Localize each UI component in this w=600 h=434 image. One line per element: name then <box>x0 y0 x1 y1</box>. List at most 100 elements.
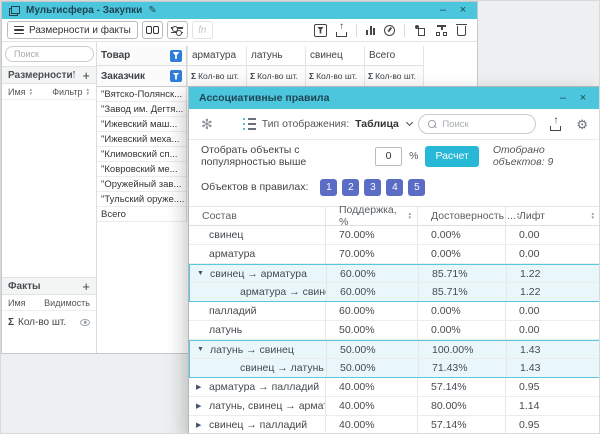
rule-composition: свинец → латунь <box>240 362 324 374</box>
pivot-col-dimension-cell[interactable]: Товар <box>97 46 187 66</box>
rule-lift: 0.00 <box>505 226 599 244</box>
dialog-search-input[interactable] <box>442 118 523 130</box>
toolbar-right-icons <box>314 23 472 37</box>
pivot-measure-cell[interactable]: Σ Кол-во шт. <box>364 66 423 87</box>
main-close-button[interactable]: × <box>459 4 467 16</box>
col-header-support[interactable]: Поддержка, % ▲ ▼ <box>325 204 417 228</box>
gear-icon[interactable]: ⚙ <box>576 116 588 132</box>
rule-row[interactable]: свинец 70.00% 0.00% 0.00 <box>189 226 599 245</box>
sort-icon[interactable]: ▲ ▼ <box>28 86 34 96</box>
process-swirl-icon[interactable]: ✻ <box>201 115 213 132</box>
expand-arrow-icon[interactable]: ▼ <box>197 270 204 277</box>
settings-sliders-button[interactable] <box>166 21 188 39</box>
pivot-column-header[interactable]: латунь <box>246 46 305 66</box>
pivot-row-header[interactable]: "Ижевский меха... <box>97 132 186 147</box>
selected-objects-info: Отобрано объектов: 9 <box>492 144 554 168</box>
rule-row[interactable]: свинец → латунь 50.00% 71.43% 1.43 <box>189 359 599 378</box>
rule-row[interactable]: палладий 60.00% 0.00% 0.00 <box>189 302 599 321</box>
sidebar: Размерности + Имя ▲▼ Фильтр ▲▼ Факты + <box>2 42 97 353</box>
rule-row[interactable]: латунь 50.00% 0.00% 0.00 <box>189 321 599 340</box>
sort-icon[interactable]: ▲ ▼ <box>590 211 595 220</box>
export-icon[interactable] <box>336 24 347 37</box>
edit-title-icon[interactable]: ✎ <box>148 5 157 16</box>
pivot-column-header[interactable]: арматура <box>187 46 246 66</box>
rule-composition: свинец → арматура <box>210 267 307 280</box>
fact-item[interactable]: Σ Кол-во шт. <box>2 311 96 333</box>
pivot-row-header[interactable]: "Вятско-Полянск... <box>97 87 186 102</box>
expand-arrow-icon[interactable]: ▶ <box>196 403 202 410</box>
object-count-button[interactable]: 2 <box>342 178 360 196</box>
filter-icon[interactable] <box>314 23 327 37</box>
facts-visibility-col: Видимость <box>44 297 90 308</box>
object-count-button[interactable]: 4 <box>386 178 404 196</box>
rule-row[interactable]: арматура 70.00% 0.00% 0.00 <box>189 245 599 264</box>
rule-row[interactable]: ▶ свинец → палладий 40.00% 57.14% 0.95 <box>189 416 599 433</box>
pivot-measure-cell[interactable]: Σ Кол-во шт. <box>187 66 246 87</box>
add-fact-button[interactable]: + <box>82 278 90 294</box>
object-count-button[interactable]: 5 <box>408 178 426 196</box>
rules-table: Состав Поддержка, % ▲ ▼ Достоверность,...… <box>189 204 599 433</box>
add-dimension-button[interactable]: + <box>82 67 90 83</box>
display-type-dropdown[interactable]: Тип отображения: Таблица <box>243 118 413 131</box>
pivot-row-header[interactable]: "Ковровский ме... <box>97 162 186 177</box>
col-dimension-filter-icon[interactable] <box>170 49 182 62</box>
expand-arrow-icon[interactable]: ▼ <box>197 346 204 353</box>
rule-support: 60.00% <box>326 265 418 282</box>
pivot-row-header[interactable]: "Тульский оруже.... <box>97 192 186 207</box>
bucket-icon[interactable] <box>456 23 467 36</box>
col-header-lift[interactable]: Лифт ▲ ▼ <box>505 207 599 225</box>
pivot-measure-cell[interactable]: Σ Кол-во шт. <box>246 66 305 87</box>
dimensions-facts-button[interactable]: Размерности и факты <box>7 21 138 39</box>
object-count-button[interactable]: 3 <box>364 178 382 196</box>
main-minimize-button[interactable]: – <box>439 4 447 16</box>
expand-arrow-icon[interactable]: ▶ <box>196 422 202 429</box>
sigma-icon: Σ <box>191 71 197 81</box>
pivot-corner: Товар Заказчик <box>97 46 187 87</box>
col-header-confidence[interactable]: Достоверность,... ▲ ▼ <box>417 207 520 225</box>
object-count-button[interactable]: 1 <box>320 178 338 196</box>
pivot-row-dimension-cell[interactable]: Заказчик <box>97 66 187 87</box>
search-binoculars-button[interactable] <box>141 21 163 39</box>
rule-composition-cell: ▼ свинец → арматура <box>190 265 326 282</box>
gauge-icon[interactable] <box>384 24 395 36</box>
chevron-down-icon <box>405 118 413 127</box>
popularity-threshold-input[interactable] <box>375 146 403 166</box>
export-icon[interactable] <box>550 118 562 131</box>
rule-lift: 1.14 <box>505 397 599 415</box>
calculate-button[interactable]: Расчет <box>425 145 479 167</box>
rule-row[interactable]: ▶ арматура → палладий 40.00% 57.14% 0.95 <box>189 378 599 397</box>
rule-support: 70.00% <box>325 226 417 244</box>
rule-row[interactable]: ▶ латунь, свинец → арматура 40.00% 80.00… <box>189 397 599 416</box>
rule-lift: 1.22 <box>506 265 599 282</box>
sigma-icon: Σ <box>8 316 15 328</box>
col-header-composition[interactable]: Состав <box>189 207 325 225</box>
rule-confidence: 57.14% <box>417 416 505 433</box>
chart-icon[interactable] <box>366 25 375 35</box>
rule-row[interactable]: арматура → свинец 60.00% 85.71% 1.22 <box>189 283 599 302</box>
expand-arrow-icon[interactable]: ▶ <box>196 384 202 391</box>
sidebar-search-input[interactable] <box>5 46 94 62</box>
dialog-minimize-button[interactable]: – <box>559 91 567 104</box>
pivot-row-header[interactable]: Всего <box>97 207 186 222</box>
visibility-eye-icon[interactable] <box>80 318 90 326</box>
association-rules-icon[interactable] <box>414 24 426 36</box>
dialog-close-button[interactable]: × <box>579 91 587 104</box>
pivot-column-header[interactable]: свинец <box>305 46 364 66</box>
rule-support: 70.00% <box>325 245 417 263</box>
sort-icon[interactable]: ▲ ▼ <box>515 211 521 220</box>
dimensions-filter-icon[interactable] <box>72 70 76 79</box>
dialog-search-box[interactable] <box>418 114 537 134</box>
sort-icon[interactable]: ▲ ▼ <box>85 86 90 96</box>
objects-in-rules-label: Объектов в правилах: <box>201 181 309 193</box>
pivot-row-header[interactable]: "Ижевский маш... <box>97 117 186 132</box>
pivot-row-header[interactable]: "Завод им. Дегтя... <box>97 102 186 117</box>
hierarchy-icon[interactable] <box>435 24 448 36</box>
row-dimension-filter-icon[interactable] <box>170 70 182 82</box>
pivot-row-header[interactable]: "Оружейный зав... <box>97 177 186 192</box>
pivot-row-header[interactable]: "Климовский сп... <box>97 147 186 162</box>
sort-icon[interactable]: ▲ ▼ <box>407 211 412 220</box>
rule-row[interactable]: ▼ свинец → арматура 60.00% 85.71% 1.22 <box>189 264 599 283</box>
rule-row[interactable]: ▼ латунь → свинец 50.00% 100.00% 1.43 <box>189 340 599 359</box>
pivot-column-header[interactable]: Всего <box>364 46 423 66</box>
pivot-measure-cell[interactable]: Σ Кол-во шт. <box>305 66 364 87</box>
